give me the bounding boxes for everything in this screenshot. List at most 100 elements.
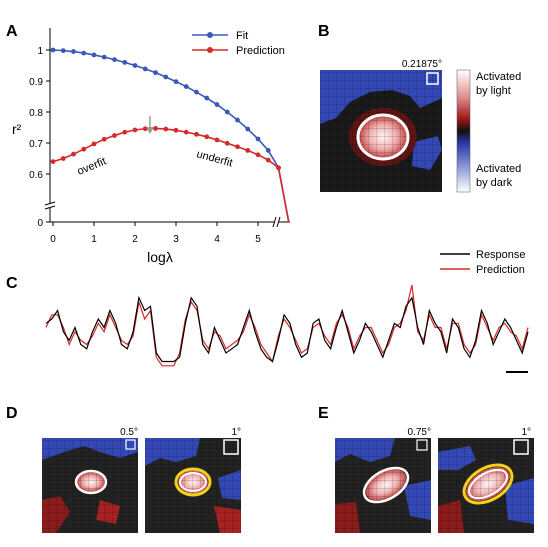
data-point-prediction xyxy=(101,136,107,142)
panel-b-scale-label: 0.21875° xyxy=(402,59,442,70)
scale-square-icon xyxy=(223,439,239,455)
d-right-yellow-ellipse xyxy=(174,467,212,497)
trace-prediction xyxy=(45,284,529,367)
data-point-fit xyxy=(255,136,261,142)
e-right-yellow-ellipse xyxy=(462,463,514,505)
trace-response xyxy=(45,295,529,363)
legend-fit-label: Fit xyxy=(236,30,248,42)
data-point-fit xyxy=(101,54,107,60)
e-left-fit-ellipse xyxy=(362,466,410,504)
data-point-fit xyxy=(60,48,66,54)
y-tick-label: 1 xyxy=(37,46,43,57)
y-tick-label: 0.6 xyxy=(29,170,43,181)
data-point-prediction xyxy=(50,159,56,165)
colorbar-top-label-2: by light xyxy=(476,85,511,97)
e-right-grid xyxy=(438,438,534,533)
panel-a-ticks: 0 1 2 3 4 5 0 0.6 0.7 0.8 0.9 1 xyxy=(29,46,261,245)
data-point-prediction xyxy=(163,126,169,132)
d-left-fit-ellipse xyxy=(74,469,108,495)
data-point-prediction xyxy=(122,129,128,135)
data-point-fit xyxy=(173,79,179,85)
data-point-fit xyxy=(204,95,210,101)
data-point-fit xyxy=(224,109,230,115)
data-point-fit xyxy=(71,49,76,54)
panel-e-maps: 0.75° 1° xyxy=(335,427,534,533)
panel-a-chart: 0 1 2 3 4 5 0 0.6 0.7 0.8 0.9 1 logλ r² overfit und… xyxy=(12,28,290,265)
data-point-fit xyxy=(183,84,189,89)
e-left-grid xyxy=(335,438,431,533)
rf-fit-ellipse xyxy=(356,113,410,161)
legend-prediction2-label: Prediction xyxy=(476,264,525,276)
data-point-fit xyxy=(142,66,148,72)
data-point-prediction xyxy=(245,148,251,153)
overfit-annotation: overfit xyxy=(76,155,108,177)
legend-fit-marker xyxy=(207,32,213,38)
data-point-prediction xyxy=(112,133,117,138)
d-left-scale-label: 0.5° xyxy=(120,427,138,438)
data-point-fit xyxy=(163,74,169,80)
x-tick-label: 2 xyxy=(132,234,138,245)
data-point-fit xyxy=(81,50,87,56)
data-point-fit xyxy=(194,89,199,95)
legend-response-label: Response xyxy=(476,249,526,261)
data-point-prediction xyxy=(91,141,97,147)
data-point-prediction xyxy=(276,165,281,171)
colorbar-bottom-label-1: Activated xyxy=(476,163,521,175)
y-tick-label: 0 xyxy=(37,218,43,229)
data-point-fit xyxy=(214,102,220,107)
x-axis-title: logλ xyxy=(147,249,173,265)
y-tick-label: 0.9 xyxy=(29,77,43,88)
panel-c-trace: Response Prediction xyxy=(45,249,529,373)
data-point-prediction xyxy=(153,126,158,131)
data-point-fit xyxy=(245,126,251,132)
scale-square-icon xyxy=(426,72,439,85)
optimum-arrow xyxy=(146,116,154,134)
x-tick-label: 5 xyxy=(255,234,261,245)
series-line-fit xyxy=(52,49,290,223)
panel-label-c: C xyxy=(6,275,18,292)
e-right-white-ellipse xyxy=(468,468,508,500)
data-point-prediction xyxy=(204,134,210,140)
panel-label-d: D xyxy=(6,405,18,422)
data-point-prediction xyxy=(71,151,76,157)
y-tick-label: 0.7 xyxy=(29,139,43,150)
colorbar-bottom-label-2: by dark xyxy=(476,177,513,189)
data-point-prediction xyxy=(183,129,189,135)
data-point-prediction xyxy=(214,137,220,143)
data-point-fit xyxy=(122,60,128,65)
y-axis-title: r² xyxy=(12,121,22,137)
rf-grid xyxy=(320,70,442,192)
underfit-annotation: underfit xyxy=(195,148,234,169)
d-right-white-ellipse xyxy=(179,472,207,492)
d-right-grid xyxy=(145,438,241,533)
panel-b-receptive-field: 0.21875° Activated by light Activated by… xyxy=(320,59,521,193)
x-axis-break xyxy=(272,216,281,228)
legend-prediction-label: Prediction xyxy=(236,45,285,57)
data-point-prediction xyxy=(60,156,66,161)
scale-square-icon xyxy=(125,439,136,450)
scale-square-icon xyxy=(513,439,529,455)
data-point-prediction xyxy=(224,140,230,146)
panel-c-series xyxy=(45,284,529,367)
panel-label-b: B xyxy=(318,23,330,40)
data-point-fit xyxy=(50,47,56,53)
data-point-fit xyxy=(91,52,97,58)
panel-a-axes xyxy=(44,28,290,228)
panel-label-e: E xyxy=(318,405,329,422)
x-tick-label: 4 xyxy=(214,234,220,245)
data-point-fit xyxy=(153,70,158,76)
panel-a-series xyxy=(50,47,290,223)
panel-label-a: A xyxy=(6,23,18,40)
legend-prediction-marker xyxy=(207,47,213,53)
y-tick-label: 0.8 xyxy=(29,108,43,119)
e-right-scale-label: 1° xyxy=(521,427,531,438)
x-tick-label: 0 xyxy=(50,234,56,245)
x-tick-label: 3 xyxy=(173,234,179,245)
data-point-prediction xyxy=(235,144,240,150)
d-right-scale-label: 1° xyxy=(231,427,241,438)
e-left-scale-label: 0.75° xyxy=(408,427,431,438)
y-axis-break xyxy=(44,201,56,210)
x-tick-label: 1 xyxy=(91,234,97,245)
colorbar xyxy=(456,69,471,193)
data-point-prediction xyxy=(255,152,261,158)
